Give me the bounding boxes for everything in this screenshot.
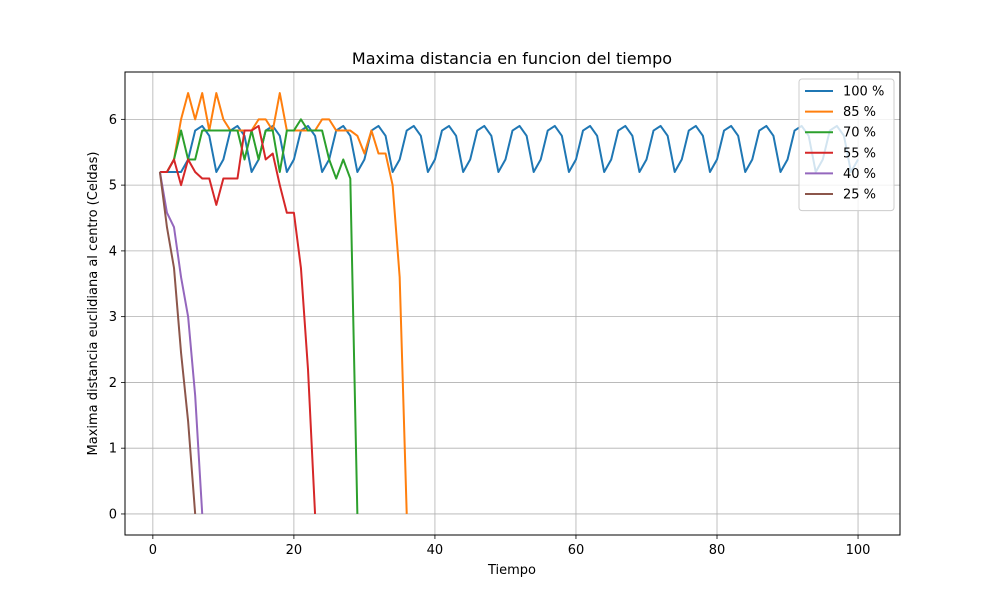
legend-label-0: 100 % xyxy=(843,85,884,100)
plot-frame xyxy=(124,71,901,536)
series-line-1 xyxy=(159,92,408,514)
y-tick-label: 1 xyxy=(109,442,117,457)
y-tick-label: 4 xyxy=(109,244,117,259)
x-tick-label: 40 xyxy=(427,543,444,558)
series-line-0 xyxy=(159,124,859,173)
series-line-3 xyxy=(159,124,317,514)
x-tick-label: 100 xyxy=(846,543,871,558)
x-tick-label: 20 xyxy=(286,543,303,558)
series-line-5 xyxy=(158,171,197,515)
y-axis-label: Maxima distancia euclidiana al centro (C… xyxy=(86,152,101,456)
legend: 100 % 85 % 70 % 55 % 40 % 25 % xyxy=(798,78,895,212)
legend-label-2: 70 % xyxy=(843,126,876,141)
y-tick-label: 0 xyxy=(109,507,117,522)
x-tick-label: 80 xyxy=(709,543,726,558)
axis-ticks: 0 20 40 60 80 100 0 1 2 3 4 5 6 xyxy=(109,113,871,558)
legend-label-5: 25 % xyxy=(843,188,876,203)
y-tick-label: 2 xyxy=(109,376,117,391)
legend-label-1: 85 % xyxy=(843,105,876,120)
x-axis-label: Tiempo xyxy=(487,563,536,578)
series-line-4 xyxy=(158,171,204,515)
y-tick-label: 6 xyxy=(109,113,117,128)
y-tick-label: 3 xyxy=(109,310,117,325)
x-tick-label: 60 xyxy=(568,543,585,558)
chart-title: Maxima distancia en funcion del tiempo xyxy=(352,49,672,68)
x-tick-label: 0 xyxy=(149,543,157,558)
legend-label-4: 40 % xyxy=(843,167,876,182)
grid xyxy=(125,72,900,535)
series-lines xyxy=(158,92,859,515)
series-line-2 xyxy=(159,118,359,514)
y-tick-label: 5 xyxy=(109,179,117,194)
legend-label-3: 55 % xyxy=(843,146,876,161)
